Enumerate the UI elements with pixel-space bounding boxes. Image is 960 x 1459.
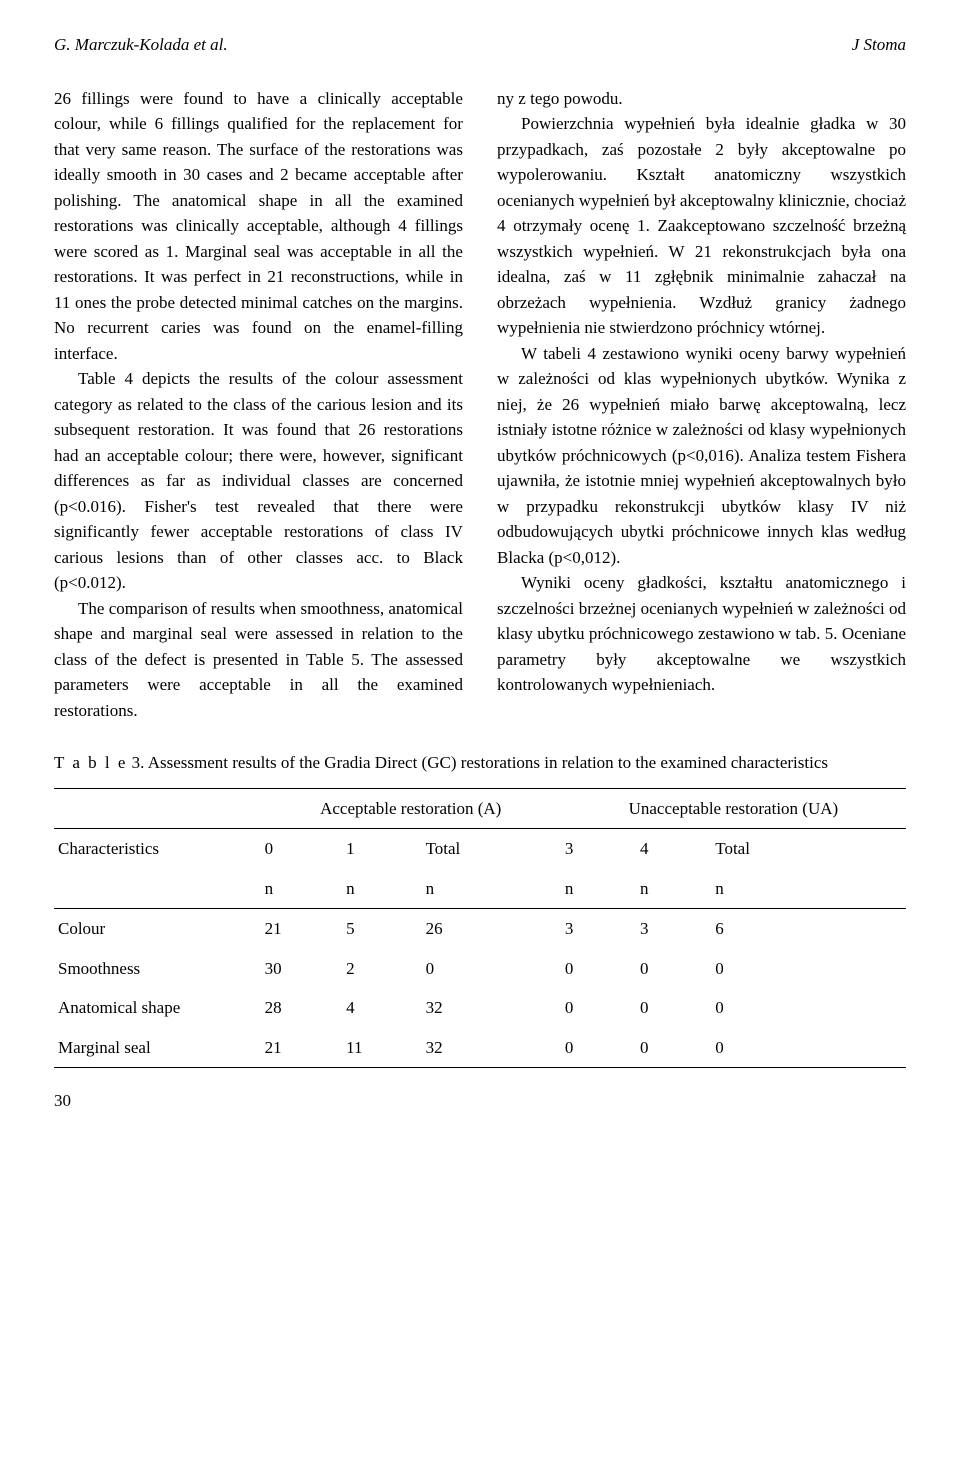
- table-cell: 0: [711, 1028, 906, 1068]
- table-unit-4: n: [636, 869, 711, 909]
- table-subheader-4: 4: [636, 829, 711, 869]
- text-columns: 26 fillings were found to have a clinica…: [54, 86, 906, 724]
- table-unit-empty: [54, 869, 261, 909]
- right-para-3: W tabeli 4 zestawiono wyniki oceny barwy…: [497, 341, 906, 571]
- table-cell: 0: [561, 949, 636, 989]
- table-cell: 30: [261, 949, 342, 989]
- table-caption-prefix: T a b l e: [54, 753, 127, 772]
- right-para-1: ny z tego powodu.: [497, 86, 906, 112]
- left-column: 26 fillings were found to have a clinica…: [54, 86, 463, 724]
- table-cell: 5: [342, 909, 421, 949]
- table-row: Anatomical shape 28 4 32 0 0 0: [54, 988, 906, 1028]
- table-subheader-0: 0: [261, 829, 342, 869]
- table-row-label: Marginal seal: [54, 1028, 261, 1068]
- page-header: G. Marczuk-Kolada et al. J Stoma: [54, 32, 906, 58]
- table-header-unacceptable: Unacceptable restoration (UA): [561, 788, 906, 829]
- table-cell: 0: [711, 949, 906, 989]
- results-table: Acceptable restoration (A) Unacceptable …: [54, 788, 906, 1069]
- table-cell: 3: [636, 909, 711, 949]
- table-cell: 0: [422, 949, 561, 989]
- table-caption-number: 3: [132, 753, 141, 772]
- left-para-2: Table 4 depicts the results of the colou…: [54, 366, 463, 596]
- table-row-label: Colour: [54, 909, 261, 949]
- table-cell: 3: [561, 909, 636, 949]
- header-author: G. Marczuk-Kolada et al.: [54, 32, 228, 58]
- right-column: ny z tego powodu. Powierzchnia wypełnień…: [497, 86, 906, 724]
- table-cell: 0: [636, 949, 711, 989]
- table-cell: 21: [261, 909, 342, 949]
- table-cell: 28: [261, 988, 342, 1028]
- table-subheader-total-a: Total: [422, 829, 561, 869]
- table-cell: 26: [422, 909, 561, 949]
- table-unit-3: n: [561, 869, 636, 909]
- page-number: 30: [54, 1088, 906, 1114]
- table-subheader-3: 3: [561, 829, 636, 869]
- table-cell: 0: [636, 1028, 711, 1068]
- table-cell: 2: [342, 949, 421, 989]
- table-unit-5: n: [711, 869, 906, 909]
- table-unit-1: n: [342, 869, 421, 909]
- table-cell: 11: [342, 1028, 421, 1068]
- table-subheader-1: 1: [342, 829, 421, 869]
- left-para-1: 26 fillings were found to have a clinica…: [54, 86, 463, 367]
- table-caption-text: . Assessment results of the Gradia Direc…: [140, 753, 828, 772]
- table-cell: 6: [711, 909, 906, 949]
- left-para-3: The comparison of results when smoothnes…: [54, 596, 463, 724]
- table-subheader-total-ua: Total: [711, 829, 906, 869]
- table-unit-0: n: [261, 869, 342, 909]
- table-cell: 21: [261, 1028, 342, 1068]
- table-cell: 0: [711, 988, 906, 1028]
- table-cell: 4: [342, 988, 421, 1028]
- table-row: Colour 21 5 26 3 3 6: [54, 909, 906, 949]
- table-row-label: Smoothness: [54, 949, 261, 989]
- table-col-characteristics: Characteristics: [54, 829, 261, 869]
- table-cell: 0: [636, 988, 711, 1028]
- right-para-2: Powierzchnia wypełnień była idealnie gła…: [497, 111, 906, 341]
- table-row: Smoothness 30 2 0 0 0 0: [54, 949, 906, 989]
- table-header-acceptable: Acceptable restoration (A): [261, 788, 561, 829]
- right-para-4: Wyniki oceny gładkości, kształtu anatomi…: [497, 570, 906, 698]
- table-cell: 0: [561, 1028, 636, 1068]
- header-journal: J Stoma: [852, 32, 906, 58]
- table-cell: 32: [422, 988, 561, 1028]
- table-row-label: Anatomical shape: [54, 988, 261, 1028]
- table-caption: T a b l e 3. Assessment results of the G…: [54, 751, 906, 776]
- table-row: Marginal seal 21 11 32 0 0 0: [54, 1028, 906, 1068]
- table-cell: 32: [422, 1028, 561, 1068]
- table-unit-2: n: [422, 869, 561, 909]
- table-cell: 0: [561, 988, 636, 1028]
- table-header-empty: [54, 788, 261, 829]
